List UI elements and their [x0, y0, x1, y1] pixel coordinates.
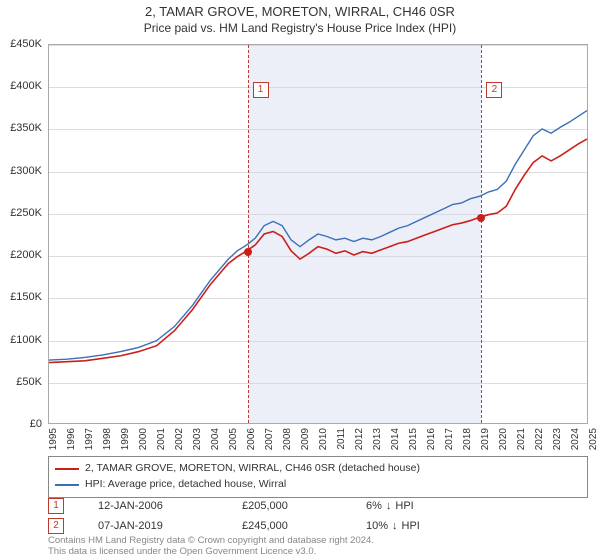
y-tick-label: £350K: [0, 122, 42, 134]
y-tick-label: £100K: [0, 334, 42, 346]
x-tick-label: 2013: [372, 428, 383, 450]
x-tick-label: 1999: [120, 428, 131, 450]
footer-line2: This data is licensed under the Open Gov…: [48, 547, 588, 558]
event-delta: 6% ↓ HPI: [366, 500, 414, 512]
x-tick-label: 2001: [156, 428, 167, 450]
event-date: 07-JAN-2019: [98, 520, 208, 532]
y-tick-label: £50K: [0, 376, 42, 388]
x-tick-label: 2022: [534, 428, 545, 450]
x-tick-label: 2024: [570, 428, 581, 450]
y-tick-label: £150K: [0, 291, 42, 303]
title-line1: 2, TAMAR GROVE, MORETON, WIRRAL, CH46 0S…: [0, 4, 600, 19]
legend-label: HPI: Average price, detached house, Wirr…: [85, 477, 286, 493]
x-tick-label: 2019: [480, 428, 491, 450]
x-tick-label: 1998: [102, 428, 113, 450]
chart-area: £0£50K£100K£150K£200K£250K£300K£350K£400…: [48, 44, 588, 424]
event-delta: 10% ↓ HPI: [366, 520, 420, 532]
event-marker-box: 2: [48, 518, 64, 534]
x-tick-label: 1997: [84, 428, 95, 450]
series-hpi: [49, 111, 587, 360]
legend: 2, TAMAR GROVE, MORETON, WIRRAL, CH46 0S…: [48, 456, 588, 498]
event-price: £205,000: [242, 500, 332, 512]
legend-item: HPI: Average price, detached house, Wirr…: [55, 477, 581, 493]
x-tick-label: 2011: [336, 428, 347, 450]
x-tick-label: 2016: [426, 428, 437, 450]
plot-background: [48, 44, 588, 424]
event-row: 2 07-JAN-2019 £245,000 10% ↓ HPI: [48, 518, 588, 534]
x-tick-label: 2014: [390, 428, 401, 450]
data-point-marker: [477, 214, 485, 222]
series-price_paid: [49, 139, 587, 362]
footer-attribution: Contains HM Land Registry data © Crown c…: [48, 536, 588, 558]
x-tick-label: 2005: [228, 428, 239, 450]
event-marker-label: 1: [253, 82, 269, 98]
x-tick-label: 2015: [408, 428, 419, 450]
x-tick-label: 2018: [462, 428, 473, 450]
y-tick-label: £200K: [0, 249, 42, 261]
chart-title-block: 2, TAMAR GROVE, MORETON, WIRRAL, CH46 0S…: [0, 0, 600, 35]
line-series: [49, 45, 587, 423]
events-table: 1 12-JAN-2006 £205,000 6% ↓ HPI 2 07-JAN…: [48, 498, 588, 538]
event-marker-box: 1: [48, 498, 64, 514]
down-arrow-icon: ↓: [386, 500, 392, 512]
x-tick-label: 2021: [516, 428, 527, 450]
y-tick-label: £250K: [0, 207, 42, 219]
x-tick-label: 2020: [498, 428, 509, 450]
event-date: 12-JAN-2006: [98, 500, 208, 512]
legend-item: 2, TAMAR GROVE, MORETON, WIRRAL, CH46 0S…: [55, 461, 581, 477]
legend-swatch: [55, 484, 79, 486]
legend-swatch: [55, 468, 79, 470]
x-tick-label: 1996: [66, 428, 77, 450]
event-price: £245,000: [242, 520, 332, 532]
event-row: 1 12-JAN-2006 £205,000 6% ↓ HPI: [48, 498, 588, 514]
x-tick-label: 2025: [588, 428, 599, 450]
y-tick-label: £400K: [0, 80, 42, 92]
down-arrow-icon: ↓: [392, 520, 398, 532]
event-marker-label: 2: [486, 82, 502, 98]
x-tick-label: 2012: [354, 428, 365, 450]
x-tick-label: 2008: [282, 428, 293, 450]
x-tick-label: 1995: [48, 428, 59, 450]
x-tick-label: 2023: [552, 428, 563, 450]
title-line2: Price paid vs. HM Land Registry's House …: [0, 21, 600, 35]
y-tick-label: £0: [0, 418, 42, 430]
x-tick-label: 2010: [318, 428, 329, 450]
x-tick-label: 2000: [138, 428, 149, 450]
data-point-marker: [244, 248, 252, 256]
x-tick-label: 2006: [246, 428, 257, 450]
y-tick-label: £450K: [0, 38, 42, 50]
x-tick-label: 2017: [444, 428, 455, 450]
x-tick-label: 2009: [300, 428, 311, 450]
legend-label: 2, TAMAR GROVE, MORETON, WIRRAL, CH46 0S…: [85, 461, 420, 477]
x-tick-label: 2002: [174, 428, 185, 450]
x-tick-label: 2003: [192, 428, 203, 450]
y-tick-label: £300K: [0, 165, 42, 177]
x-tick-label: 2007: [264, 428, 275, 450]
x-tick-label: 2004: [210, 428, 221, 450]
